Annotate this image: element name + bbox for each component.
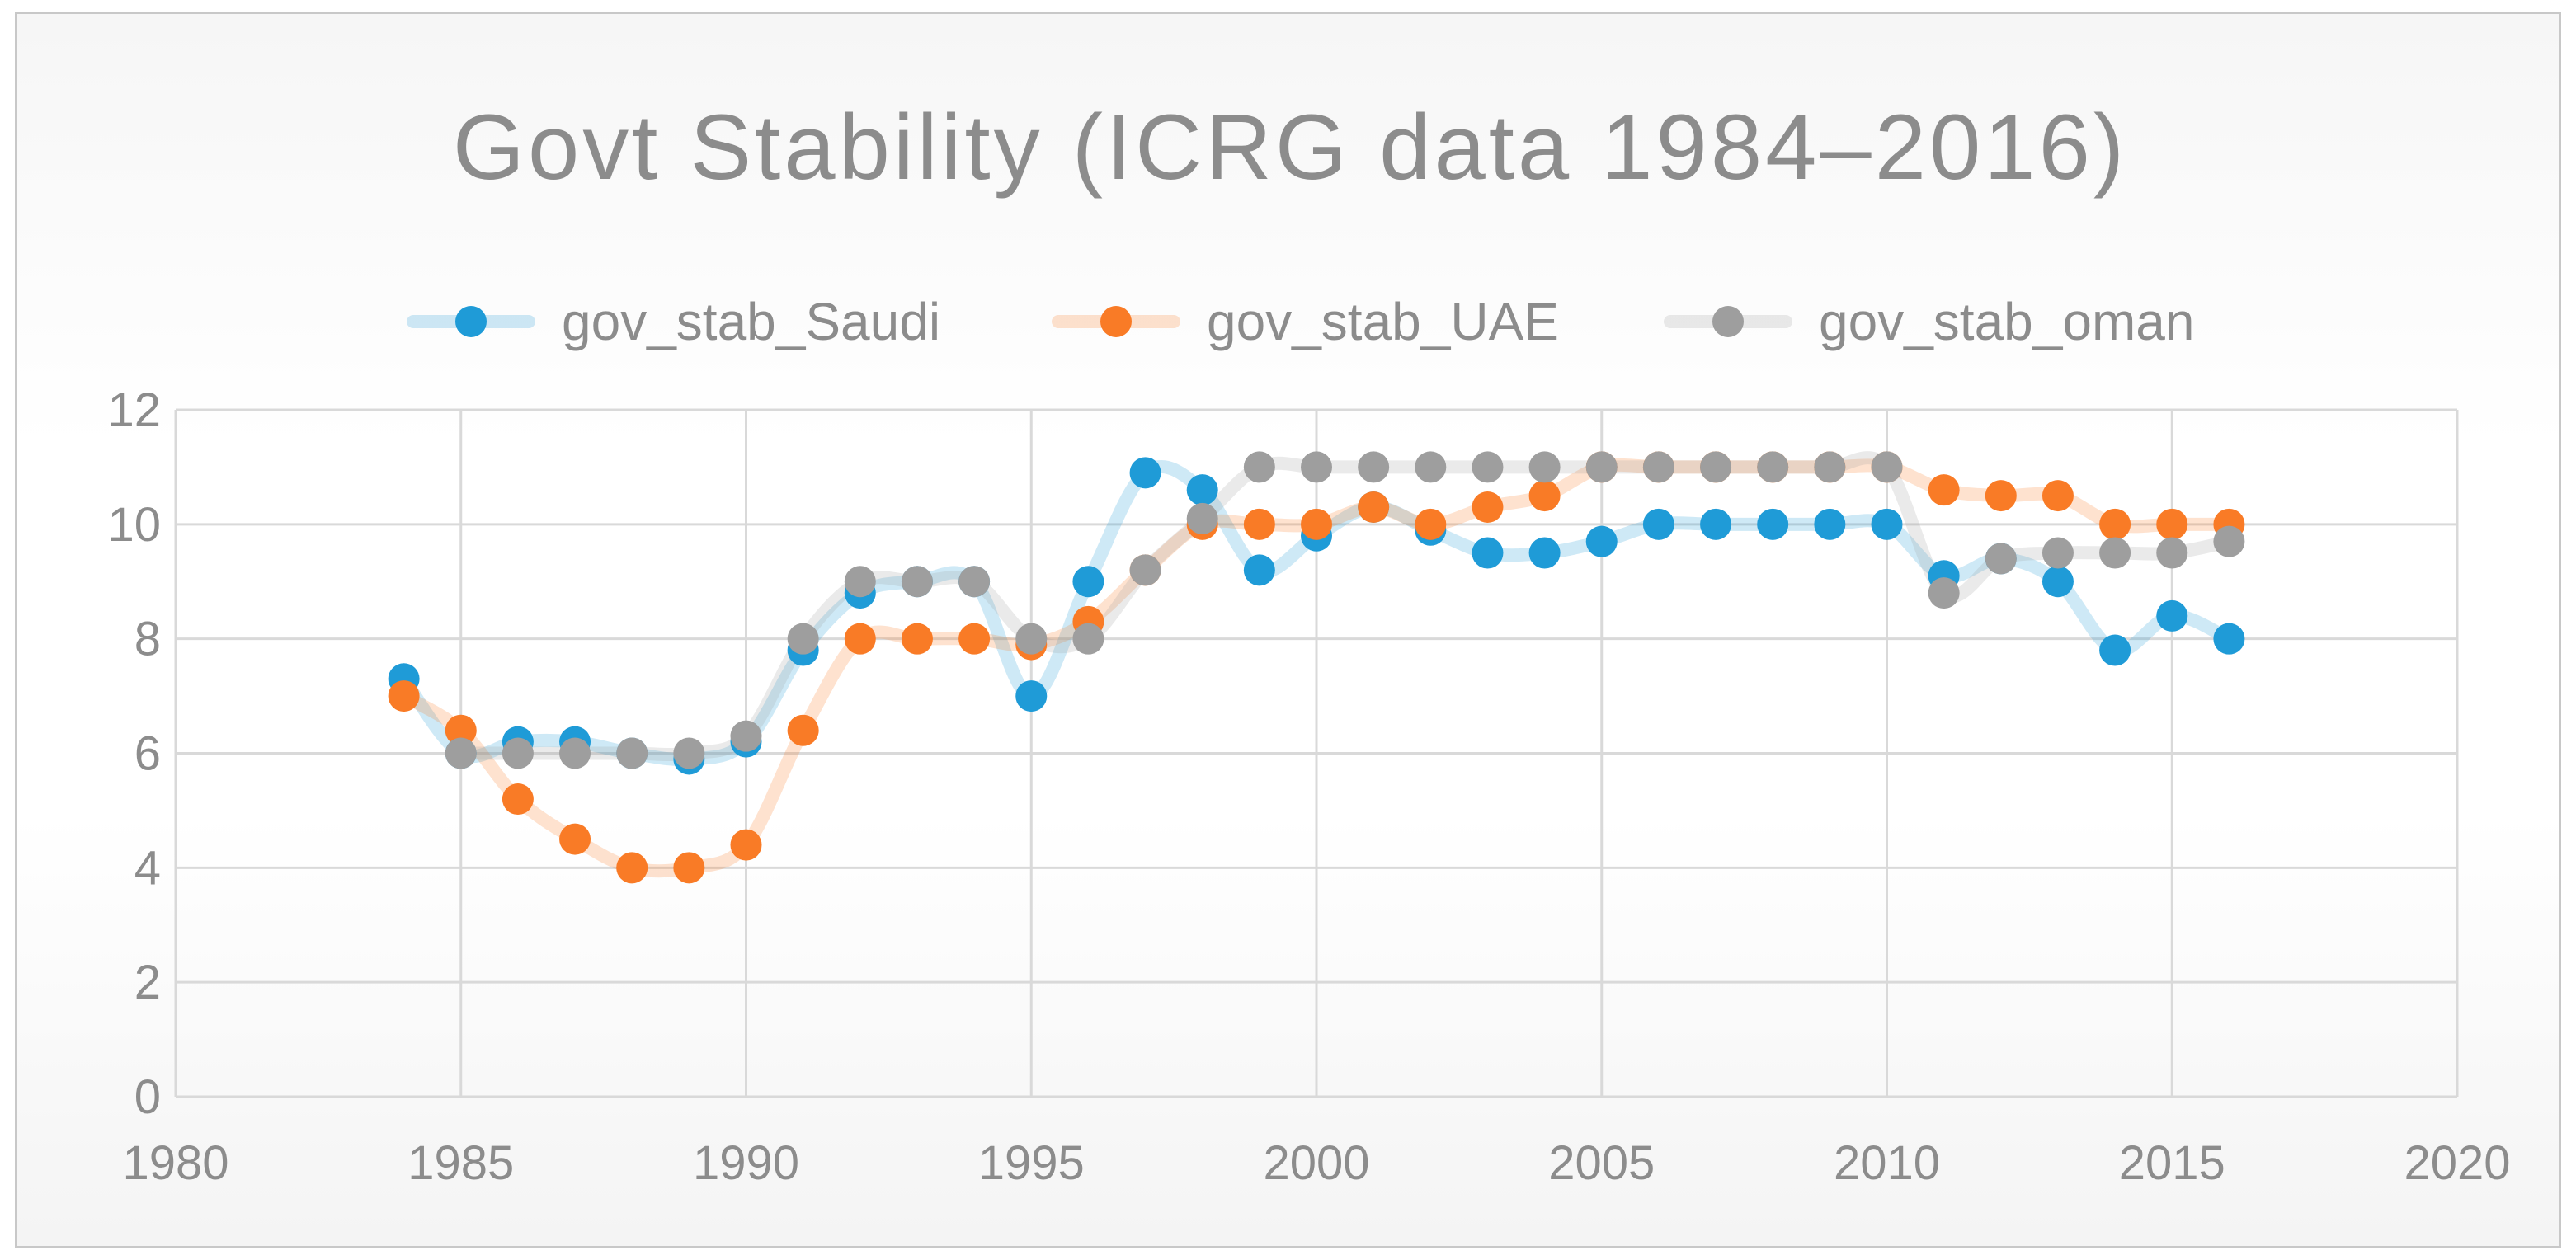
y-tick-label: 6 <box>134 727 161 781</box>
y-tick-label: 0 <box>134 1070 161 1124</box>
data-point-gov_stab_UAE <box>445 714 477 746</box>
data-point-gov_stab_oman <box>730 720 762 752</box>
data-point-gov_stab_oman <box>2099 537 2131 569</box>
y-tick-label: 4 <box>134 841 161 895</box>
data-point-gov_stab_oman <box>901 566 933 598</box>
data-point-gov_stab_Saudi <box>1757 508 1789 540</box>
data-point-gov_stab_UAE <box>901 623 933 655</box>
data-point-gov_stab_oman <box>1129 554 1161 586</box>
legend: gov_stab_Saudi gov_stab_UAE gov_stab_oman <box>407 292 2194 351</box>
data-point-gov_stab_oman <box>1415 451 1447 483</box>
x-tick-label: 1995 <box>978 1136 1085 1190</box>
x-tick-label: 1985 <box>407 1136 514 1190</box>
data-point-gov_stab_oman <box>1528 451 1561 483</box>
legend-label-gov_stab_Saudi: gov_stab_Saudi <box>562 292 940 351</box>
data-point-gov_stab_oman <box>1985 543 2017 575</box>
data-point-gov_stab_oman <box>559 737 591 769</box>
data-point-gov_stab_UAE <box>787 714 819 746</box>
chart-title: Govt Stability (ICRG data 1984–2016) <box>453 96 2127 199</box>
data-point-gov_stab_Saudi <box>1585 525 1618 557</box>
data-point-gov_stab_oman <box>958 566 991 598</box>
data-point-gov_stab_UAE <box>844 623 876 655</box>
data-point-gov_stab_oman <box>1871 451 1903 483</box>
data-point-gov_stab_oman <box>1928 577 1960 609</box>
plot-area: 0 2 4 6 8 10 12 1980 1985 1990 1995 2000 2005 2010 201… <box>107 383 2510 1190</box>
chart-frame: Govt Stability (ICRG data 1984–2016) gov… <box>15 12 2561 1248</box>
data-point-gov_stab_Saudi <box>1528 537 1561 569</box>
data-point-gov_stab_Saudi <box>1129 457 1161 489</box>
x-tick-label: 2010 <box>1834 1136 1940 1190</box>
x-tick-label: 2020 <box>2404 1136 2510 1190</box>
data-point-gov_stab_oman <box>1243 451 1275 483</box>
data-point-gov_stab_oman <box>1072 623 1104 655</box>
data-point-gov_stab_UAE <box>388 680 420 712</box>
legend-marker-gov_stab_UAE <box>1100 306 1132 337</box>
data-point-gov_stab_Saudi <box>1814 508 1846 540</box>
data-point-gov_stab_UAE <box>1415 508 1447 540</box>
data-point-gov_stab_UAE <box>1928 474 1960 506</box>
data-point-gov_stab_UAE <box>673 852 705 884</box>
data-point-gov_stab_UAE <box>1301 508 1332 540</box>
x-tick-label: 1980 <box>122 1136 228 1190</box>
y-tick-label: 10 <box>107 498 161 552</box>
data-point-gov_stab_oman <box>1358 451 1390 483</box>
data-point-gov_stab_Saudi <box>1243 554 1275 586</box>
data-point-gov_stab_oman <box>445 737 477 769</box>
data-point-gov_stab_oman <box>673 737 705 769</box>
data-point-gov_stab_oman <box>1642 451 1674 483</box>
data-point-gov_stab_UAE <box>2041 480 2074 512</box>
y-tick-label: 2 <box>134 956 161 1009</box>
legend-marker-gov_stab_oman <box>1712 306 1744 337</box>
data-point-gov_stab_Saudi <box>2213 623 2245 655</box>
x-tick-label: 2015 <box>2119 1136 2225 1190</box>
legend-marker-gov_stab_Saudi <box>455 306 487 337</box>
data-point-gov_stab_UAE <box>2156 508 2188 540</box>
data-point-gov_stab_oman <box>502 737 534 769</box>
legend-label-gov_stab_oman: gov_stab_oman <box>1819 292 2194 351</box>
x-tick-label: 2005 <box>1548 1136 1655 1190</box>
data-point-gov_stab_UAE <box>1985 480 2017 512</box>
data-point-gov_stab_UAE <box>958 623 991 655</box>
data-point-gov_stab_oman <box>2213 525 2245 557</box>
data-point-gov_stab_oman <box>2156 537 2188 569</box>
data-point-gov_stab_UAE <box>2099 508 2131 540</box>
data-point-gov_stab_Saudi <box>1871 508 1903 540</box>
data-point-gov_stab_oman <box>2041 537 2074 569</box>
data-point-gov_stab_UAE <box>1528 480 1561 512</box>
data-point-gov_stab_oman <box>1015 623 1048 655</box>
data-point-gov_stab_oman <box>1186 502 1218 534</box>
x-tick-label: 1990 <box>693 1136 799 1190</box>
x-tick-label: 2000 <box>1263 1136 1369 1190</box>
line-chart: Govt Stability (ICRG data 1984–2016) gov… <box>107 96 2510 1190</box>
data-point-gov_stab_UAE <box>616 852 648 884</box>
data-point-gov_stab_Saudi <box>1472 537 1504 569</box>
data-point-gov_stab_UAE <box>1358 491 1390 524</box>
data-point-gov_stab_Saudi <box>1186 474 1218 506</box>
data-point-gov_stab_oman <box>1585 451 1618 483</box>
data-point-gov_stab_Saudi <box>2041 566 2074 598</box>
data-point-gov_stab_oman <box>844 566 876 598</box>
data-point-gov_stab_Saudi <box>1700 508 1732 540</box>
data-point-gov_stab_oman <box>1700 451 1732 483</box>
y-tick-label: 12 <box>107 383 161 437</box>
data-point-gov_stab_oman <box>1814 451 1846 483</box>
data-point-gov_stab_UAE <box>730 829 762 861</box>
y-tick-label: 8 <box>134 613 161 666</box>
data-point-gov_stab_oman <box>1301 451 1332 483</box>
data-point-gov_stab_Saudi <box>2099 634 2131 666</box>
data-point-gov_stab_oman <box>1757 451 1789 483</box>
data-point-gov_stab_UAE <box>1472 491 1504 524</box>
data-point-gov_stab_UAE <box>1243 508 1275 540</box>
data-point-gov_stab_oman <box>1472 451 1504 483</box>
data-point-gov_stab_Saudi <box>1642 508 1674 540</box>
data-point-gov_stab_UAE <box>502 783 534 816</box>
data-point-gov_stab_oman <box>616 737 648 769</box>
data-point-gov_stab_oman <box>787 623 819 655</box>
data-point-gov_stab_Saudi <box>1015 680 1048 712</box>
data-point-gov_stab_Saudi <box>1072 566 1104 598</box>
series-line-gov_stab_oman <box>454 451 2236 762</box>
data-point-gov_stab_UAE <box>559 823 591 855</box>
data-point-gov_stab_Saudi <box>2156 599 2188 632</box>
legend-label-gov_stab_UAE: gov_stab_UAE <box>1207 292 1559 351</box>
